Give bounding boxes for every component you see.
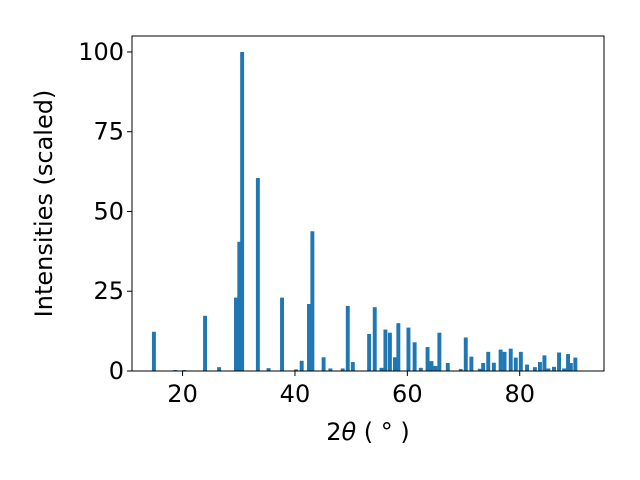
- y-tick-label: 25: [93, 277, 124, 305]
- bar: [433, 365, 438, 371]
- bar: [412, 342, 417, 371]
- x-tick-label: 80: [504, 380, 535, 408]
- bar: [387, 332, 392, 371]
- bar: [310, 231, 315, 371]
- bar: [233, 297, 238, 371]
- y-axis: 0 25 50 75 100: [78, 38, 132, 385]
- bar: [568, 363, 573, 371]
- bar: [429, 361, 434, 371]
- bar: [532, 367, 537, 371]
- bar: [502, 351, 507, 371]
- bar: [469, 356, 474, 371]
- bar: [463, 337, 468, 371]
- x-tick-label: 60: [392, 380, 423, 408]
- bar: [406, 327, 411, 371]
- bar: [393, 357, 397, 371]
- bar: [328, 368, 333, 371]
- y-tick-label: 50: [93, 197, 124, 225]
- bar: [518, 351, 523, 371]
- bar: [340, 368, 345, 371]
- bar: [445, 363, 450, 371]
- plot-frame: [131, 35, 605, 372]
- bar: [557, 352, 562, 371]
- bar: [237, 241, 242, 371]
- bar: [217, 367, 222, 371]
- bar: [307, 304, 311, 371]
- bar: [367, 333, 372, 371]
- y-tick-label: 0: [109, 357, 124, 385]
- bar: [266, 368, 271, 371]
- bar: [418, 367, 423, 371]
- bar: [151, 331, 156, 371]
- bar: [477, 368, 482, 371]
- bar: [508, 348, 513, 371]
- bar: [562, 368, 567, 371]
- bar: [294, 369, 299, 371]
- bar: [537, 362, 542, 371]
- bar: [240, 51, 245, 371]
- bar: [299, 360, 304, 371]
- bar: [552, 366, 556, 371]
- bar: [350, 362, 355, 371]
- y-tick-label: 75: [93, 118, 124, 146]
- bar: [573, 357, 578, 371]
- bar: [498, 349, 503, 371]
- bar: [345, 305, 350, 371]
- bar: [203, 315, 208, 371]
- x-tick-label: 20: [167, 380, 198, 408]
- bar: [525, 364, 529, 371]
- bar: [255, 177, 260, 371]
- bar: [542, 355, 547, 371]
- bar: [491, 362, 496, 371]
- x-axis-title: 2θ ( ° ): [326, 418, 410, 446]
- y-tick-label: 100: [78, 38, 124, 66]
- bar: [321, 357, 326, 371]
- x-axis: 20 40 60 80: [167, 371, 535, 408]
- bar: [425, 347, 430, 371]
- bar: [379, 367, 384, 371]
- bar: [280, 297, 284, 371]
- bar: [383, 329, 388, 371]
- y-axis-title: Intensities (scaled): [30, 90, 58, 318]
- bar: [372, 307, 377, 371]
- x-tick-label: 40: [280, 380, 311, 408]
- bar-series: [151, 51, 578, 371]
- bar: [486, 351, 491, 371]
- bar: [566, 354, 570, 371]
- bar: [458, 369, 463, 371]
- bar: [396, 323, 401, 371]
- bar: [513, 357, 518, 371]
- bar: [481, 363, 486, 371]
- bar: [546, 368, 551, 371]
- bar: [437, 332, 442, 371]
